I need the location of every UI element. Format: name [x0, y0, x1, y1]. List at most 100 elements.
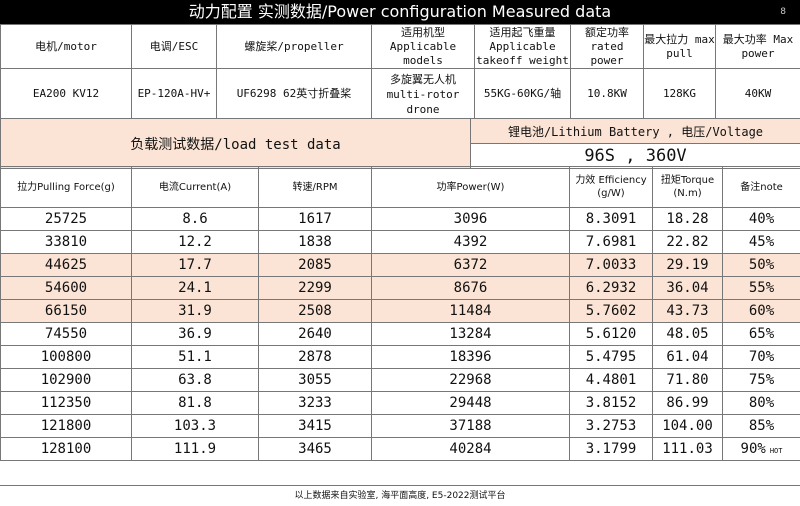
cell-current: 12.2	[132, 231, 259, 254]
cell-value: 66150	[45, 303, 87, 319]
spec-header-rated-power: 额定功率 rated power	[571, 25, 644, 69]
cell-note: 90%HOT	[723, 438, 800, 461]
cell-value: 37188	[449, 418, 491, 434]
cell-torque: 18.28	[653, 208, 723, 231]
cell-pulling-force: 54600	[1, 277, 132, 300]
spec-header-esc: 电调/ESC	[132, 25, 217, 69]
spec-header-models: 适用机型 Applicable models	[372, 25, 475, 69]
cell-value: 3.1799	[586, 441, 637, 457]
spec-takeoff-weight: 55KG-60KG/轴	[475, 69, 571, 120]
cell-value: 44625	[45, 257, 87, 273]
cell-power: 22968	[372, 369, 570, 392]
cell-current: 17.7	[132, 254, 259, 277]
cell-value: 18.28	[666, 211, 708, 227]
cell-value: 22968	[449, 372, 491, 388]
cell-value: 33810	[45, 234, 87, 250]
spec-header-max-pull: 最大拉力 max pull	[644, 25, 716, 69]
cell-pulling-force: 66150	[1, 300, 132, 323]
cell-value: 85%	[749, 418, 774, 434]
cell-torque: 36.04	[653, 277, 723, 300]
table-row: 74550 36.9 2640 13284 5.6120 48.05 65%	[1, 323, 800, 346]
cell-value: 112350	[41, 395, 92, 411]
test-data-table: 拉力Pulling Force(g) 电流Current(A) 转速/RPM 功…	[0, 166, 800, 461]
cell-value: 48.05	[666, 326, 708, 342]
cell-value: 29.19	[666, 257, 708, 273]
page-number: 8	[780, 0, 786, 24]
cell-rpm: 2299	[259, 277, 372, 300]
cell-current: 24.1	[132, 277, 259, 300]
spec-models: 多旋翼无人机 multi-rotor drone	[372, 69, 475, 120]
cell-efficiency: 6.2932	[570, 277, 653, 300]
cell-value: 63.8	[178, 372, 212, 388]
cell-value: 74550	[45, 326, 87, 342]
cell-pulling-force: 74550	[1, 323, 132, 346]
load-section: 负载测试数据/load test data 锂电池/Lithium Batter…	[0, 118, 800, 169]
spec-header-row: 电机/motor 电调/ESC 螺旋桨/propeller 适用机型 Appli…	[1, 25, 800, 69]
cell-value: 2878	[298, 349, 332, 365]
cell-value: 31.9	[178, 303, 212, 319]
cell-value: 2508	[298, 303, 332, 319]
cell-value: 45%	[749, 234, 774, 250]
spec-motor: EA200 KV12	[1, 69, 132, 120]
cell-note: 50%	[723, 254, 800, 277]
cell-value: 43.73	[666, 303, 708, 319]
cell-torque: 111.03	[653, 438, 723, 461]
cell-power: 6372	[372, 254, 570, 277]
cell-rpm: 2640	[259, 323, 372, 346]
cell-torque: 48.05	[653, 323, 723, 346]
spec-header-takeoff-weight: 适用起飞重量 Applicable takeoff weight	[475, 25, 571, 69]
cell-torque: 86.99	[653, 392, 723, 415]
cell-efficiency: 7.0033	[570, 254, 653, 277]
cell-value: 103.3	[174, 418, 216, 434]
cell-value: 65%	[749, 326, 774, 342]
cell-power: 8676	[372, 277, 570, 300]
cell-power: 4392	[372, 231, 570, 254]
cell-value: 128100	[41, 441, 92, 457]
cell-efficiency: 3.2753	[570, 415, 653, 438]
cell-value: 7.6981	[586, 234, 637, 250]
cell-value: 71.80	[666, 372, 708, 388]
cell-note: 80%	[723, 392, 800, 415]
spec-header-max-power: 最大功率 Max power	[716, 25, 800, 69]
cell-value: 36.9	[178, 326, 212, 342]
cell-value: 6.2932	[586, 280, 637, 296]
cell-value: 5.6120	[586, 326, 637, 342]
spec-rated-power: 10.8KW	[571, 69, 644, 120]
cell-efficiency: 5.7602	[570, 300, 653, 323]
spec-value-row: EA200 KV12 EP-120A-HV+ UF6298 62英寸折叠桨 多旋…	[1, 69, 800, 120]
cell-value: 4392	[454, 234, 488, 250]
cell-note: 45%	[723, 231, 800, 254]
hot-tag: HOT	[770, 447, 783, 455]
cell-power: 37188	[372, 415, 570, 438]
header-efficiency: 力效 Efficiency (g/W)	[570, 167, 653, 208]
cell-torque: 61.04	[653, 346, 723, 369]
cell-power: 29448	[372, 392, 570, 415]
cell-note: 85%	[723, 415, 800, 438]
cell-efficiency: 5.4795	[570, 346, 653, 369]
cell-pulling-force: 112350	[1, 392, 132, 415]
cell-value: 12.2	[178, 234, 212, 250]
cell-value: 13284	[449, 326, 491, 342]
title-bar: 动力配置 实测数据/Power configuration Measured d…	[0, 0, 800, 24]
cell-current: 103.3	[132, 415, 259, 438]
cell-power: 3096	[372, 208, 570, 231]
cell-note: 75%	[723, 369, 800, 392]
cell-value: 5.4795	[586, 349, 637, 365]
cell-pulling-force: 33810	[1, 231, 132, 254]
cell-value: 2299	[298, 280, 332, 296]
cell-rpm: 3233	[259, 392, 372, 415]
cell-power: 11484	[372, 300, 570, 323]
cell-note: 65%	[723, 323, 800, 346]
battery-label: 锂电池/Lithium Battery , 电压/Voltage	[471, 119, 800, 144]
cell-value: 102900	[41, 372, 92, 388]
spec-max-power: 40KW	[716, 69, 800, 120]
cell-value: 7.0033	[586, 257, 637, 273]
cell-rpm: 3055	[259, 369, 372, 392]
cell-rpm: 1617	[259, 208, 372, 231]
